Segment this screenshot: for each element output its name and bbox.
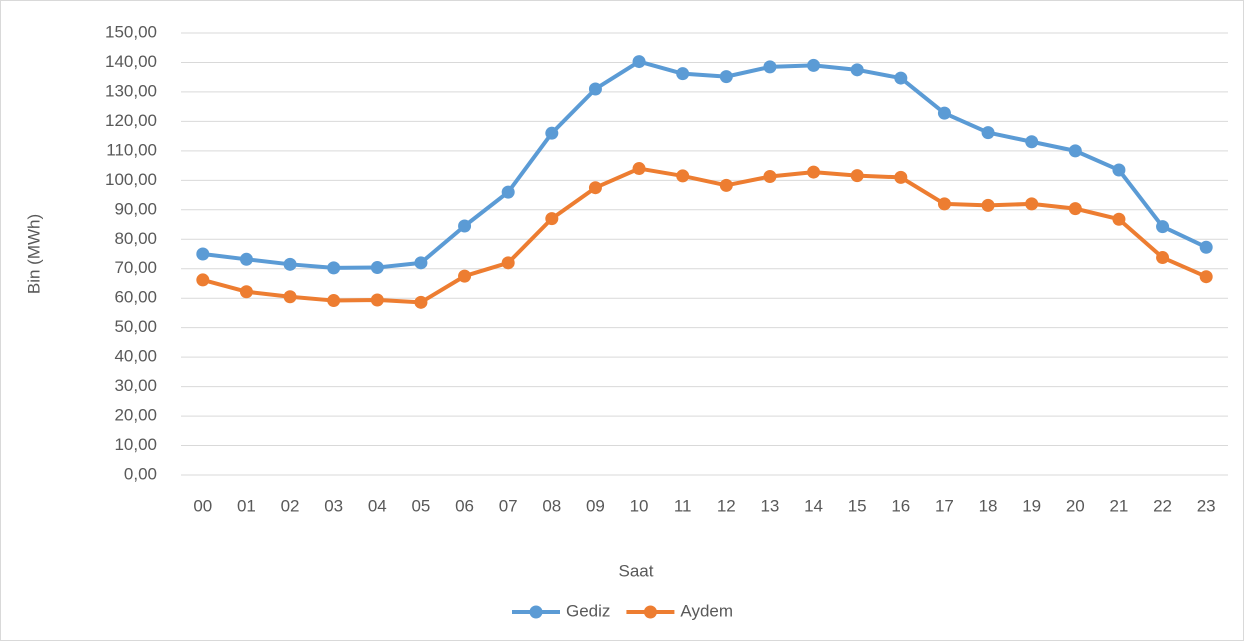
data-point bbox=[1068, 144, 1082, 158]
x-tick-label: 16 bbox=[891, 496, 910, 515]
data-point bbox=[1025, 135, 1039, 149]
x-tick-label: 02 bbox=[281, 496, 300, 515]
data-point bbox=[1156, 220, 1170, 234]
data-point bbox=[239, 252, 253, 266]
data-point bbox=[807, 165, 821, 179]
y-tick-label: 130,00 bbox=[105, 81, 157, 100]
data-point bbox=[894, 170, 908, 184]
x-tick-label: 08 bbox=[542, 496, 561, 515]
data-point bbox=[545, 212, 559, 226]
x-tick-label: 06 bbox=[455, 496, 474, 515]
data-point bbox=[763, 170, 777, 184]
x-tick-label: 01 bbox=[237, 496, 256, 515]
x-tick-label: 19 bbox=[1022, 496, 1041, 515]
data-point bbox=[588, 181, 602, 195]
y-tick-label: 50,00 bbox=[114, 317, 157, 336]
x-tick-label: 00 bbox=[193, 496, 212, 515]
data-point bbox=[981, 126, 995, 140]
x-axis-label: Saat bbox=[619, 561, 654, 580]
legend-swatch-marker bbox=[529, 605, 543, 619]
data-point bbox=[981, 198, 995, 212]
y-tick-label: 140,00 bbox=[105, 52, 157, 71]
x-tick-label: 12 bbox=[717, 496, 736, 515]
x-tick-label: 21 bbox=[1109, 496, 1128, 515]
data-point bbox=[458, 219, 472, 233]
data-point bbox=[196, 247, 210, 261]
x-tick-label: 17 bbox=[935, 496, 954, 515]
legend-swatch-marker bbox=[643, 605, 657, 619]
data-point bbox=[632, 162, 646, 176]
y-tick-label: 150,00 bbox=[105, 22, 157, 41]
x-tick-label: 22 bbox=[1153, 496, 1172, 515]
y-tick-label: 120,00 bbox=[105, 111, 157, 130]
y-tick-label: 60,00 bbox=[114, 288, 157, 307]
data-point bbox=[1199, 240, 1213, 254]
y-axis-label: Bin (MWh) bbox=[24, 214, 43, 294]
data-point bbox=[632, 55, 646, 69]
x-tick-label: 05 bbox=[411, 496, 430, 515]
legend-label: Gediz bbox=[566, 601, 610, 620]
y-tick-label: 30,00 bbox=[114, 376, 157, 395]
x-tick-label: 18 bbox=[979, 496, 998, 515]
x-tick-label: 20 bbox=[1066, 496, 1085, 515]
x-tick-label: 09 bbox=[586, 496, 605, 515]
x-tick-label: 07 bbox=[499, 496, 518, 515]
data-point bbox=[501, 185, 515, 199]
data-point bbox=[327, 294, 341, 308]
data-point bbox=[1112, 163, 1126, 177]
data-point bbox=[937, 197, 951, 211]
x-tick-label: 04 bbox=[368, 496, 387, 515]
data-point bbox=[1068, 202, 1082, 216]
data-point bbox=[327, 261, 341, 275]
data-point bbox=[763, 60, 777, 74]
data-point bbox=[545, 126, 559, 140]
y-tick-label: 100,00 bbox=[105, 170, 157, 189]
y-tick-label: 110,00 bbox=[106, 140, 157, 159]
x-tick-label: 13 bbox=[760, 496, 779, 515]
y-tick-label: 10,00 bbox=[114, 435, 157, 454]
legend-label: Aydem bbox=[680, 601, 733, 620]
y-tick-label: 0,00 bbox=[124, 464, 157, 483]
data-point bbox=[894, 71, 908, 85]
x-tick-label: 23 bbox=[1197, 496, 1216, 515]
y-tick-label: 70,00 bbox=[114, 258, 157, 277]
data-point bbox=[676, 169, 690, 183]
data-point bbox=[414, 295, 428, 309]
data-point bbox=[1112, 212, 1126, 226]
data-point bbox=[370, 261, 384, 275]
data-point bbox=[850, 63, 864, 77]
data-point bbox=[719, 178, 733, 192]
data-point bbox=[850, 169, 864, 183]
data-point bbox=[807, 58, 821, 72]
data-point bbox=[414, 256, 428, 270]
data-point bbox=[501, 256, 515, 270]
y-tick-label: 90,00 bbox=[114, 199, 157, 218]
series-line bbox=[202, 59, 1208, 270]
y-tick-label: 40,00 bbox=[114, 347, 157, 366]
y-tick-label: 20,00 bbox=[114, 406, 157, 425]
y-tick-label: 80,00 bbox=[114, 229, 157, 248]
x-tick-label: 10 bbox=[630, 496, 649, 515]
data-point bbox=[1199, 270, 1213, 284]
data-point bbox=[370, 293, 384, 307]
data-point bbox=[239, 285, 253, 299]
data-point bbox=[283, 290, 297, 304]
x-tick-label: 15 bbox=[848, 496, 867, 515]
x-tick-label: 11 bbox=[674, 496, 692, 515]
data-point bbox=[196, 273, 210, 287]
data-point bbox=[283, 257, 297, 271]
data-point bbox=[1025, 197, 1039, 211]
series-line bbox=[202, 166, 1207, 305]
x-tick-label: 14 bbox=[804, 496, 823, 515]
data-point bbox=[588, 82, 602, 96]
data-point bbox=[1156, 251, 1170, 265]
x-tick-label: 03 bbox=[324, 496, 343, 515]
data-point bbox=[719, 70, 733, 84]
data-point bbox=[676, 67, 690, 81]
data-point bbox=[937, 106, 951, 120]
data-point bbox=[458, 269, 472, 283]
